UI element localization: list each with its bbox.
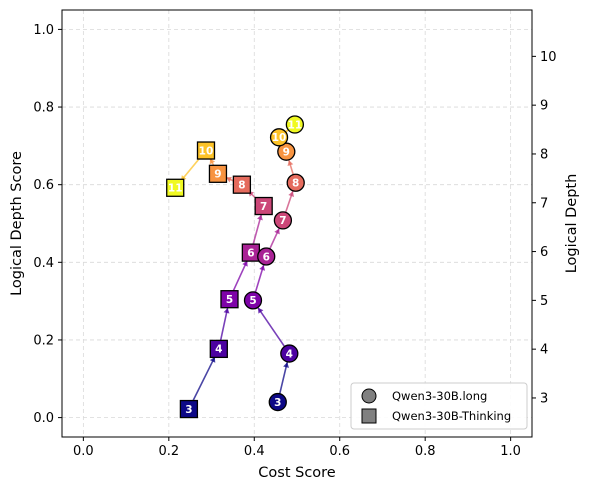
circle-data-point (277, 142, 296, 161)
point-label: 6 (247, 247, 254, 259)
square-series-segment (180, 156, 202, 182)
circle-data-point (286, 173, 305, 192)
square-data-point (179, 399, 199, 419)
circle-data-point (280, 344, 299, 363)
point-label: 6 (263, 251, 270, 263)
y-tick-label: 0.4 (33, 256, 54, 271)
legend-square-marker (361, 408, 377, 424)
legend: Qwen3-30B.long Qwen3-30B-Thinking (350, 382, 528, 430)
x-tick-label: 0.6 (329, 444, 350, 459)
y-tick-label: 1.0 (33, 23, 54, 38)
y-axis-label: Logical Depth Score (9, 151, 25, 296)
square-series-arrowhead (242, 260, 248, 267)
legend-entry-label: Qwen3-30B.long (392, 389, 487, 403)
y2-tick-label: 7 (540, 196, 548, 211)
square-data-point (166, 178, 185, 197)
square-data-point (208, 164, 228, 183)
legend-entry-label: Qwen3-30B-Thinking (392, 409, 511, 423)
square-data-point (232, 175, 252, 194)
point-label: 11 (288, 119, 303, 131)
y-tick-label: 0.2 (33, 333, 54, 348)
square-series-segment (232, 260, 248, 293)
legend-box (350, 382, 528, 430)
y2-tick-label: 5 (540, 294, 548, 309)
x-tick-label: 0.0 (73, 444, 94, 459)
point-label: 9 (283, 146, 290, 158)
y2-tick-label: 3 (540, 391, 548, 406)
plot-frame (61, 9, 533, 438)
circle-series-arrowhead (287, 160, 294, 166)
square-data-point (196, 141, 216, 160)
circle-series-segment (278, 362, 289, 395)
point-label: 5 (249, 295, 256, 307)
point-label: 7 (279, 215, 286, 227)
y2-tick-label: 4 (540, 343, 548, 358)
circle-data-point (268, 392, 287, 412)
circle-data-point (243, 291, 263, 310)
point-label: 8 (292, 178, 299, 190)
y2-axis-label: Logical Depth (564, 174, 580, 274)
square-series-segment (191, 356, 216, 403)
point-label: 4 (215, 344, 222, 356)
point-label: 9 (214, 169, 221, 181)
y-tick-label: 0.8 (33, 101, 54, 116)
circle-data-point (273, 211, 293, 230)
circle-series-arrowhead (274, 228, 280, 235)
y-tick-label: 0.0 (33, 411, 54, 426)
grid (62, 10, 532, 437)
x-tick-label: 1.0 (500, 444, 521, 459)
point-label: 4 (286, 348, 293, 360)
circle-series-segment (257, 307, 286, 348)
circle-series-arrowhead (259, 265, 266, 271)
circle-series-arrowhead (283, 362, 289, 368)
circle-series-arrowhead (258, 307, 264, 314)
square-series-arrowhead (223, 307, 230, 314)
square-data-point (220, 290, 239, 309)
y2-tick-label: 6 (540, 245, 548, 260)
square-series-arrowhead (226, 176, 232, 183)
point-label: 10 (272, 132, 287, 144)
square-data-point (209, 339, 228, 359)
square-series-segment (252, 214, 263, 246)
x-tick-label: 0.4 (244, 444, 265, 459)
y2-tick-label: 8 (540, 147, 548, 162)
square-data-point (254, 196, 273, 216)
circle-series-arrowhead (288, 191, 295, 197)
square-series-arrowhead (209, 356, 216, 363)
circle-data-point (269, 128, 289, 147)
point-label: 3 (185, 404, 192, 416)
square-series-arrowhead (209, 158, 216, 165)
point-label: 5 (226, 294, 233, 306)
point-label: 11 (168, 183, 183, 195)
series-lines (180, 129, 295, 403)
y2-tick-label: 9 (540, 99, 548, 114)
x-tick-label: 0.2 (158, 444, 179, 459)
axis-ticks: 0.0 0.2 0.4 0.6 0.8 1.0 0.0 0.2 0.4 0.6 0.8 1.0 3 4 5 6… (33, 23, 556, 459)
square-series-segment (219, 307, 229, 342)
square-series-arrowhead (257, 214, 263, 221)
x-axis-label: Cost Score (258, 465, 336, 481)
y-tick-label: 0.6 (33, 178, 54, 193)
point-label: 10 (199, 145, 214, 157)
circle-data-point (257, 247, 276, 266)
x-tick-label: 0.8 (415, 444, 436, 459)
point-label: 3 (274, 397, 281, 409)
point-label: 7 (260, 201, 267, 213)
y2-tick-label: 10 (540, 50, 557, 65)
point-label: 8 (238, 179, 245, 191)
legend-circle-marker (361, 388, 377, 404)
circle-data-point (285, 115, 305, 134)
